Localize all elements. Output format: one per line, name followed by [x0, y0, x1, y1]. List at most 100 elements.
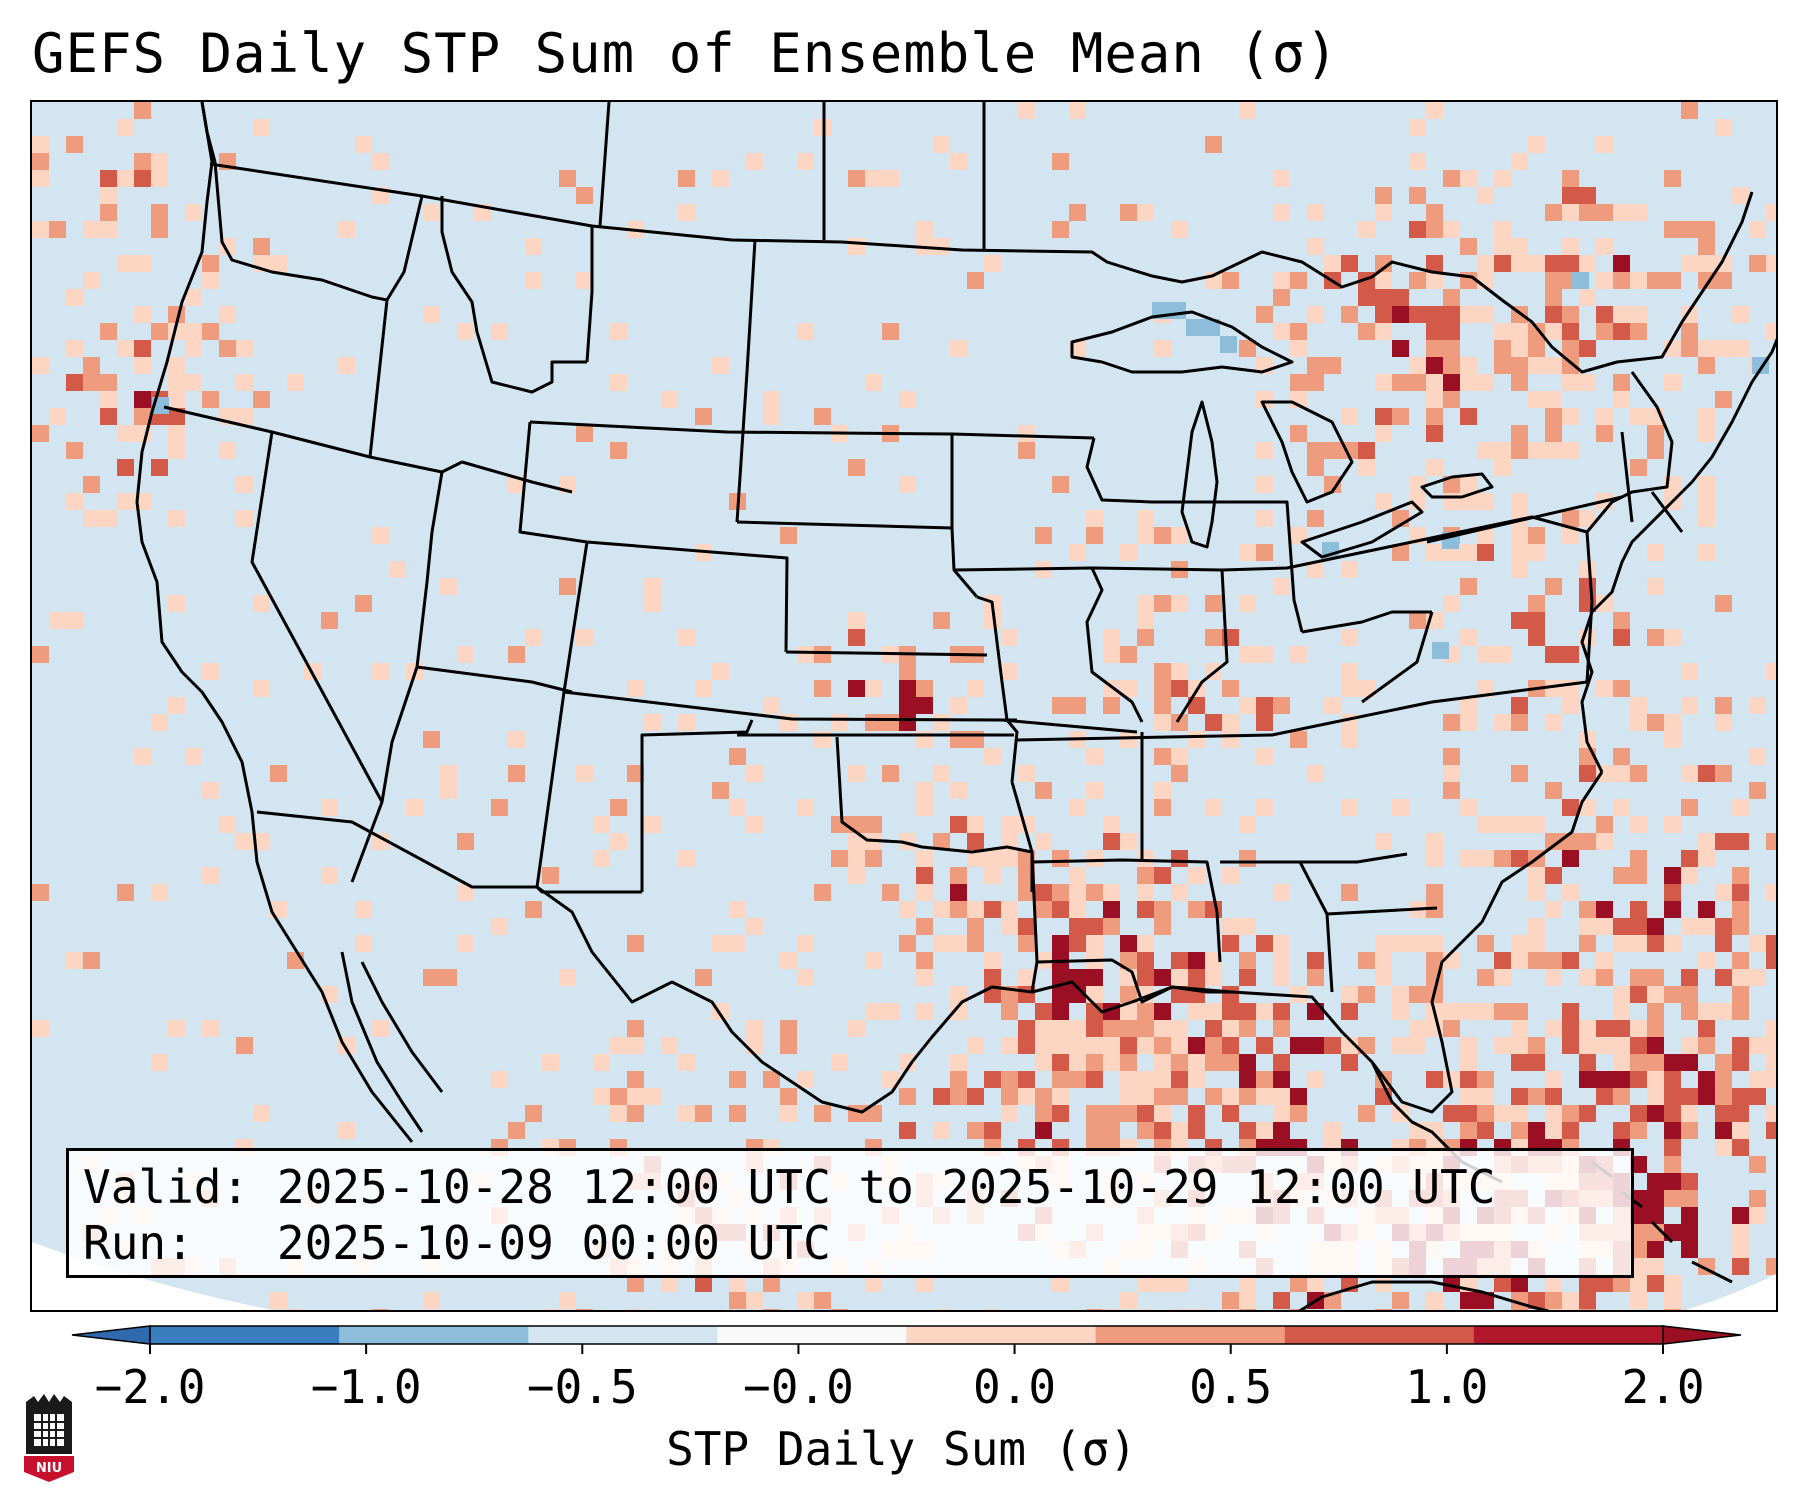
anomaly-cell	[1205, 1020, 1222, 1037]
anomaly-cell	[1035, 1105, 1052, 1122]
anomaly-cell	[848, 1020, 865, 1037]
anomaly-cell	[1579, 187, 1596, 204]
anomaly-cell	[423, 731, 440, 748]
anomaly-cell	[1205, 969, 1222, 986]
anomaly-cell	[1171, 1071, 1188, 1088]
anomaly-cell	[1715, 1071, 1732, 1088]
anomaly-cell	[916, 850, 933, 867]
anomaly-cell	[950, 153, 967, 170]
anomaly-cell	[1732, 187, 1749, 204]
anomaly-cell	[1732, 1088, 1749, 1105]
anomaly-cell	[1188, 1037, 1205, 1054]
anomaly-cell	[1511, 697, 1528, 714]
colorbar-segment	[906, 1326, 1097, 1344]
projection-edge	[1685, 1274, 1776, 1310]
anomaly-cell	[1749, 935, 1766, 952]
anomaly-cell	[1460, 408, 1477, 425]
anomaly-cell	[1511, 255, 1528, 272]
anomaly-cell	[1052, 1020, 1069, 1037]
anomaly-cell	[491, 918, 508, 935]
anomaly-cell	[899, 901, 916, 918]
anomaly-cell	[967, 850, 984, 867]
anomaly-cell	[185, 748, 202, 765]
anomaly-cell	[1256, 510, 1273, 527]
anomaly-cell	[1341, 663, 1358, 680]
anomaly-cell	[542, 1054, 559, 1071]
anomaly-cell	[1137, 901, 1154, 918]
anomaly-cell	[1630, 697, 1647, 714]
anomaly-cell	[1069, 799, 1086, 816]
anomaly-cell	[525, 901, 542, 918]
anomaly-cell	[1477, 255, 1494, 272]
anomaly-cell	[83, 357, 100, 374]
anomaly-cell	[1137, 952, 1154, 969]
anomaly-cell	[1613, 918, 1630, 935]
anomaly-cell	[1766, 1258, 1776, 1275]
anomaly-cell	[1545, 969, 1562, 986]
anomaly-cell	[1443, 748, 1460, 765]
anomaly-cell	[1137, 935, 1154, 952]
anomaly-cell	[1511, 935, 1528, 952]
anomaly-cell	[1596, 408, 1613, 425]
anomaly-cell	[1511, 544, 1528, 561]
anomaly-cell	[1324, 697, 1341, 714]
anomaly-cell	[950, 1088, 967, 1105]
anomaly-cell	[1460, 1037, 1477, 1054]
anomaly-cell	[1579, 1037, 1596, 1054]
anomaly-cell	[1698, 1003, 1715, 1020]
anomaly-cell	[1460, 850, 1477, 867]
anomaly-cell	[1494, 1003, 1511, 1020]
anomaly-cell	[576, 425, 593, 442]
anomaly-cell	[1545, 306, 1562, 323]
anomaly-cell	[678, 629, 695, 646]
anomaly-cell	[644, 595, 661, 612]
anomaly-cell	[1630, 1071, 1647, 1088]
anomaly-cell	[1664, 1139, 1681, 1156]
anomaly-cell	[440, 782, 457, 799]
anomaly-cell	[1749, 697, 1766, 714]
anomaly-cell	[1392, 1292, 1409, 1309]
anomaly-cell	[66, 442, 83, 459]
anomaly-cell	[168, 595, 185, 612]
anomaly-cell	[1409, 986, 1426, 1003]
anomaly-cell	[1171, 595, 1188, 612]
anomaly-cell	[1545, 1309, 1562, 1310]
anomaly-cell	[1120, 935, 1137, 952]
anomaly-cell	[542, 1309, 559, 1310]
anomaly-cell	[610, 1037, 627, 1054]
anomaly-cell	[678, 1105, 695, 1122]
anomaly-cell	[134, 408, 151, 425]
anomaly-cell	[1375, 204, 1392, 221]
anomaly-cell	[933, 136, 950, 153]
anomaly-cell	[100, 374, 117, 391]
anomaly-cell	[1341, 306, 1358, 323]
anomaly-cell	[1562, 697, 1579, 714]
anomaly-cell	[32, 357, 49, 374]
anomaly-cell	[1579, 204, 1596, 221]
anomaly-cell	[1613, 935, 1630, 952]
anomaly-cell	[1341, 1037, 1358, 1054]
anomaly-cell	[1579, 1309, 1596, 1310]
anomaly-cell	[1324, 255, 1341, 272]
anomaly-cell	[1375, 306, 1392, 323]
anomaly-cell	[814, 680, 831, 697]
anomaly-cell	[32, 425, 49, 442]
anomaly-cell	[423, 1292, 440, 1309]
anomaly-cell	[1256, 1003, 1273, 1020]
anomaly-cell	[1528, 612, 1545, 629]
anomaly-cell	[1562, 952, 1579, 969]
anomaly-cell	[1630, 1224, 1647, 1241]
anomaly-cell	[1239, 1071, 1256, 1088]
anomaly-cell	[1103, 1020, 1120, 1037]
anomaly-cell	[457, 323, 474, 340]
anomaly-cell	[1409, 612, 1426, 629]
anomaly-cell	[1120, 1003, 1137, 1020]
anomaly-cell	[1562, 204, 1579, 221]
anomaly-cell	[100, 323, 117, 340]
anomaly-cell	[1239, 697, 1256, 714]
anomaly-cell	[746, 918, 763, 935]
anomaly-cell	[593, 850, 610, 867]
anomaly-cell	[1290, 1037, 1307, 1054]
anomaly-cell	[1375, 289, 1392, 306]
anomaly-cell	[1052, 1105, 1069, 1122]
